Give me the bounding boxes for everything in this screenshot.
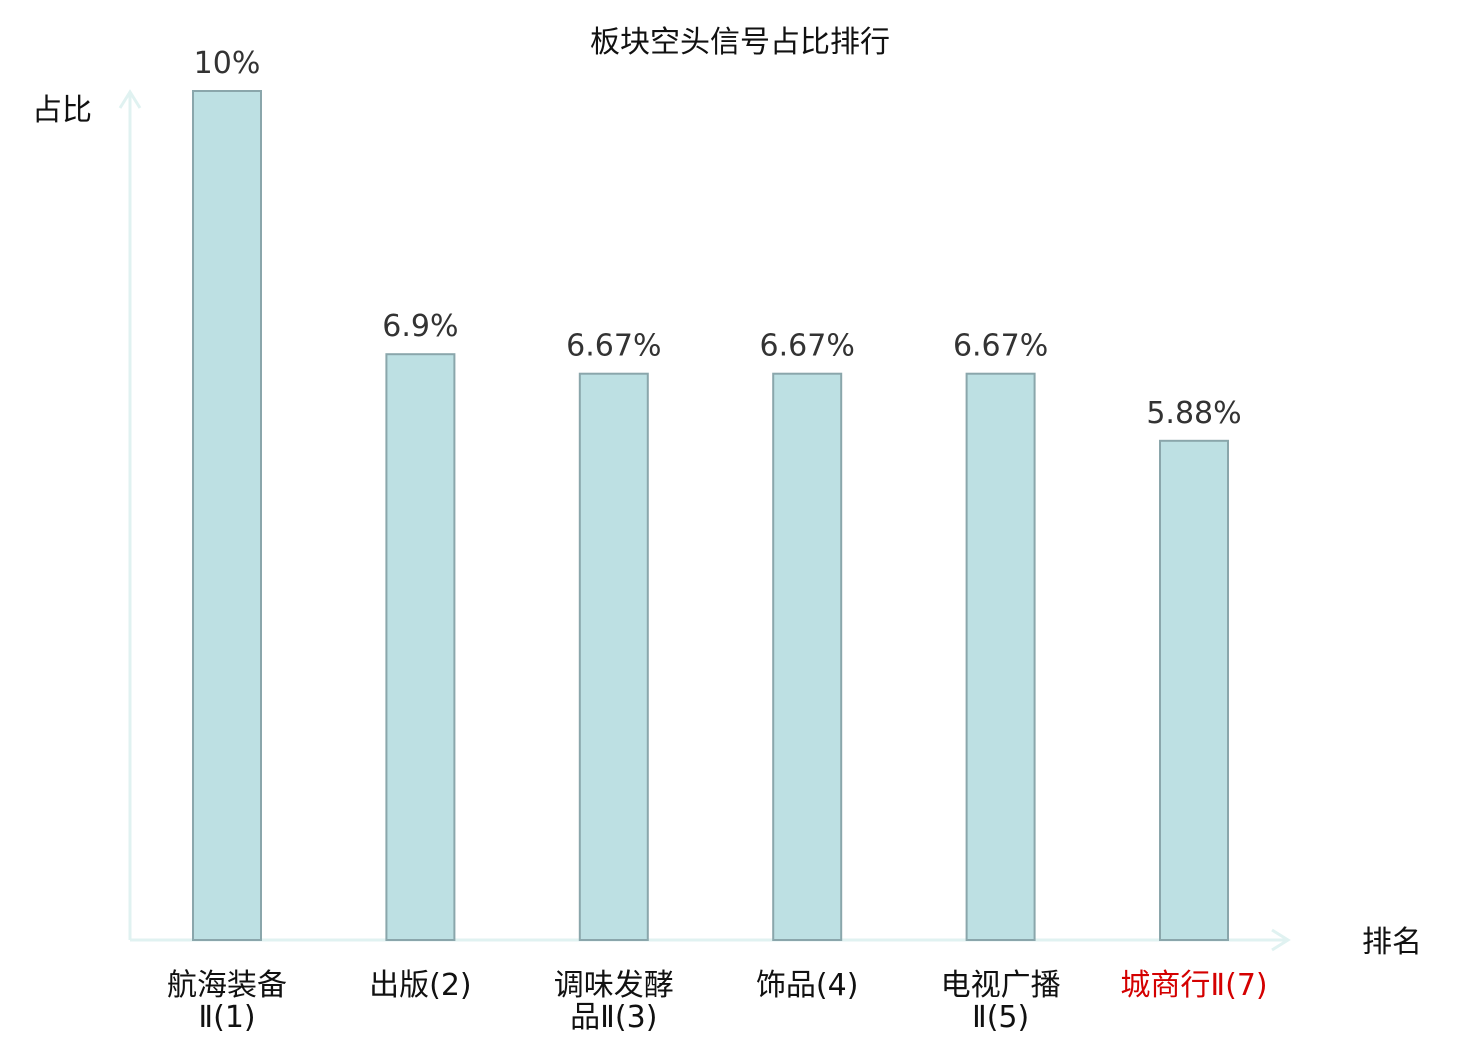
category-label-5-line-1: 电视广播 xyxy=(941,968,1061,1003)
category-label-3-line-1: 调味发酵 xyxy=(554,968,674,1003)
axes xyxy=(118,89,1291,952)
category-label-2: 出版(2) xyxy=(369,968,472,1003)
value-label-6: 5.88% xyxy=(1146,396,1241,431)
category-label-5-line-2: Ⅱ(5) xyxy=(972,1000,1029,1035)
x-axis-arrow xyxy=(1271,928,1291,952)
y-axis-label: 占比 xyxy=(32,93,92,128)
value-label-5: 6.67% xyxy=(953,329,1048,364)
category-label-3-line-2: 品Ⅱ(3) xyxy=(570,1000,657,1035)
value-label-1: 10% xyxy=(194,46,261,81)
category-label-4: 饰品(4) xyxy=(756,968,859,1003)
bar-3 xyxy=(578,372,649,941)
bar-2 xyxy=(385,353,456,941)
chart-title: 板块空头信号占比排行 xyxy=(590,25,890,60)
bar-4 xyxy=(772,372,843,941)
bar-1 xyxy=(192,90,262,941)
value-label-2: 6.9% xyxy=(382,309,458,344)
category-label-1-line-2: Ⅱ(1) xyxy=(198,1000,255,1035)
category-label-6: 城商行Ⅱ(7) xyxy=(1120,968,1267,1003)
value-label-3: 6.67% xyxy=(566,329,661,364)
x-axis-label: 排名 xyxy=(1362,925,1422,960)
value-labels-group: 10% 6.9% 6.67% 6.67% 6.67% 5.88% xyxy=(194,46,1242,431)
y-axis-arrow xyxy=(118,89,142,109)
bars-group xyxy=(192,90,1229,941)
category-label-1-line-1: 航海装备 xyxy=(167,968,287,1003)
value-label-4: 6.67% xyxy=(760,329,855,364)
bar-5 xyxy=(965,372,1036,941)
bar-6 xyxy=(1159,439,1229,941)
